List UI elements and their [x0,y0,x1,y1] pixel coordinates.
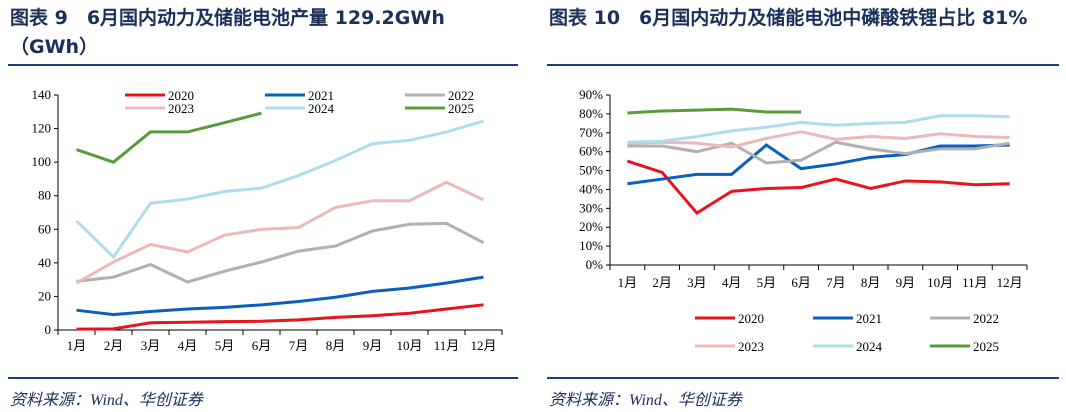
divider [547,377,1059,379]
source-left: 资料来源：Wind、华创证券 [10,392,203,409]
legend-label: 2024 [856,339,883,354]
series-line-2025 [627,107,802,115]
y-tick-label: 0 [45,322,52,337]
y-tick-label: 0% [586,257,604,272]
x-tick-label: 9月 [896,275,916,290]
x-tick-label: 5月 [215,338,235,353]
x-tick-label: 7月 [826,275,846,290]
series-line-2021 [76,275,484,317]
x-tick-label: 11月 [434,338,460,353]
y-tick-label: 120 [32,121,52,136]
y-tick-label: 50% [579,163,603,178]
y-tick-label: 40 [38,255,51,270]
divider [8,64,518,66]
legend-label: 2023 [168,101,194,116]
legend-label: 2022 [448,88,474,103]
x-tick-label: 11月 [962,275,988,290]
x-tick-label: 1月 [618,275,638,290]
legend-label: 2025 [973,339,999,354]
x-tick-label: 3月 [687,275,707,290]
legend-label: 2020 [738,311,764,326]
x-tick-label: 10月 [396,338,422,353]
x-tick-label: 12月 [997,275,1023,290]
x-tick-label: 8月 [326,338,346,353]
legend-label: 2025 [448,101,474,116]
y-tick-label: 80% [579,106,603,121]
x-tick-label: 1月 [67,338,87,353]
x-tick-label: 7月 [289,338,309,353]
chart-title-right: 图表 10 6月国内动力及储能电池中磷酸铁锂占比 81% [549,7,1028,29]
y-tick-label: 10% [579,238,603,253]
y-tick-label: 100 [32,154,52,169]
y-tick-label: 140 [32,87,52,102]
chart-title-left: 图表 9 6月国内动力及储能电池产量 129.2GWh（GWh） [10,7,445,58]
series-line-2024 [75,119,484,260]
divider [547,64,1059,66]
x-tick-label: 8月 [861,275,881,290]
y-tick-label: 70% [579,125,603,140]
legend-label: 2021 [856,311,882,326]
series-line-2022 [627,140,1010,165]
series-line-2023 [75,180,485,285]
y-tick-label: 40% [579,181,603,196]
series-line-2021 [627,143,1010,186]
x-tick-label: 2月 [104,338,124,353]
x-tick-label: 5月 [757,275,777,290]
x-tick-label: 9月 [363,338,383,353]
legend-label: 2022 [973,311,999,326]
y-tick-label: 20% [579,219,603,234]
x-tick-label: 2月 [652,275,672,290]
y-tick-label: 90% [579,87,603,102]
legend-label: 2023 [738,339,764,354]
x-tick-label: 12月 [470,338,496,353]
y-tick-label: 30% [579,200,603,215]
series-line-2023 [627,130,1010,149]
series-line-2025 [76,111,262,164]
y-tick-label: 80 [38,188,51,203]
legend-label: 2024 [308,101,335,116]
series-line-2020 [76,303,484,331]
x-tick-label: 4月 [178,338,198,353]
y-tick-label: 20 [38,288,51,303]
legend-label: 2020 [168,88,194,103]
series-line-2022 [76,221,485,284]
series-line-2020 [626,159,1010,216]
y-tick-label: 60 [38,221,51,236]
x-tick-label: 6月 [791,275,811,290]
legend-label: 2021 [308,88,334,103]
series-line-2024 [627,114,1010,144]
x-tick-label: 10月 [927,275,953,290]
source-right: 资料来源：Wind、华创证券 [549,392,742,409]
y-tick-label: 60% [579,144,603,159]
divider [8,377,518,379]
x-tick-label: 6月 [252,338,272,353]
x-tick-label: 3月 [141,338,161,353]
x-tick-label: 4月 [722,275,742,290]
